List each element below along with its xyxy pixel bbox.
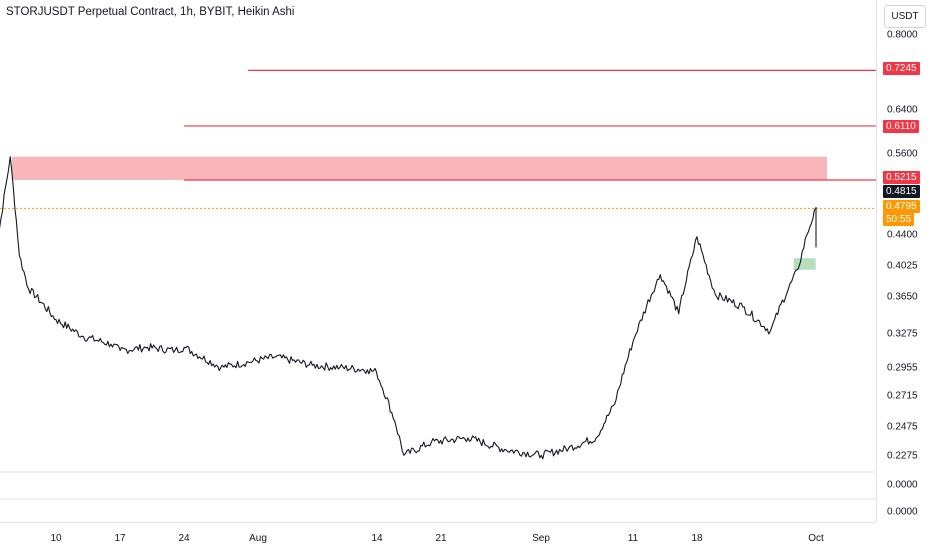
time-label: 10 <box>50 533 62 544</box>
price-tick: 0.4025 <box>887 260 918 272</box>
bar-countdown: 50:55 <box>883 213 915 226</box>
level-badge: 0.5215 <box>883 171 920 184</box>
price-tick: 0.2475 <box>887 421 918 433</box>
time-label: 21 <box>435 533 447 544</box>
time-label: 18 <box>691 533 703 544</box>
last-price-badge: 0.4815 <box>883 185 920 198</box>
time-label: 11 <box>627 533 639 544</box>
price-tick: 0.8000 <box>887 29 918 41</box>
time-label: 24 <box>178 533 190 544</box>
level-badge: 0.6110 <box>883 120 919 133</box>
recent-candle-highlight <box>793 258 816 270</box>
price-tick: 0.3650 <box>887 291 918 303</box>
close-price-badge: 0.4795 <box>883 200 920 213</box>
chart-title: STORJUSDT Perpetual Contract, 1h, BYBIT,… <box>6 6 295 18</box>
currency-button[interactable]: USDT <box>884 5 926 28</box>
price-series-line <box>0 156 817 460</box>
time-label: Oct <box>808 533 824 544</box>
price-chart[interactable] <box>0 0 876 522</box>
price-scale[interactable]: 0.8000 0.6400 0.5600 0.4400 0.4025 0.365… <box>876 0 932 522</box>
price-tick: 0.2955 <box>887 362 918 374</box>
price-tick: 0.2275 <box>887 450 918 462</box>
level-badge: 0.7245 <box>883 62 920 75</box>
resistance-zone <box>12 156 827 180</box>
price-tick: 0.5600 <box>887 148 918 160</box>
price-tick: 0.6400 <box>887 104 918 116</box>
price-tick: 0.3275 <box>887 328 918 340</box>
time-axis[interactable]: 10 17 24 Aug 14 21 Sep 11 18 Oct <box>0 522 876 551</box>
time-label: 14 <box>371 533 383 544</box>
price-tick: 0.2715 <box>887 390 918 402</box>
sub-pane-tick: 0.0000 <box>887 479 918 491</box>
price-tick: 0.4400 <box>887 229 918 241</box>
sub-pane-tick: 0.0000 <box>887 506 918 518</box>
time-label: Sep <box>532 533 550 544</box>
time-label: Aug <box>249 533 267 544</box>
time-label: 17 <box>114 533 126 544</box>
